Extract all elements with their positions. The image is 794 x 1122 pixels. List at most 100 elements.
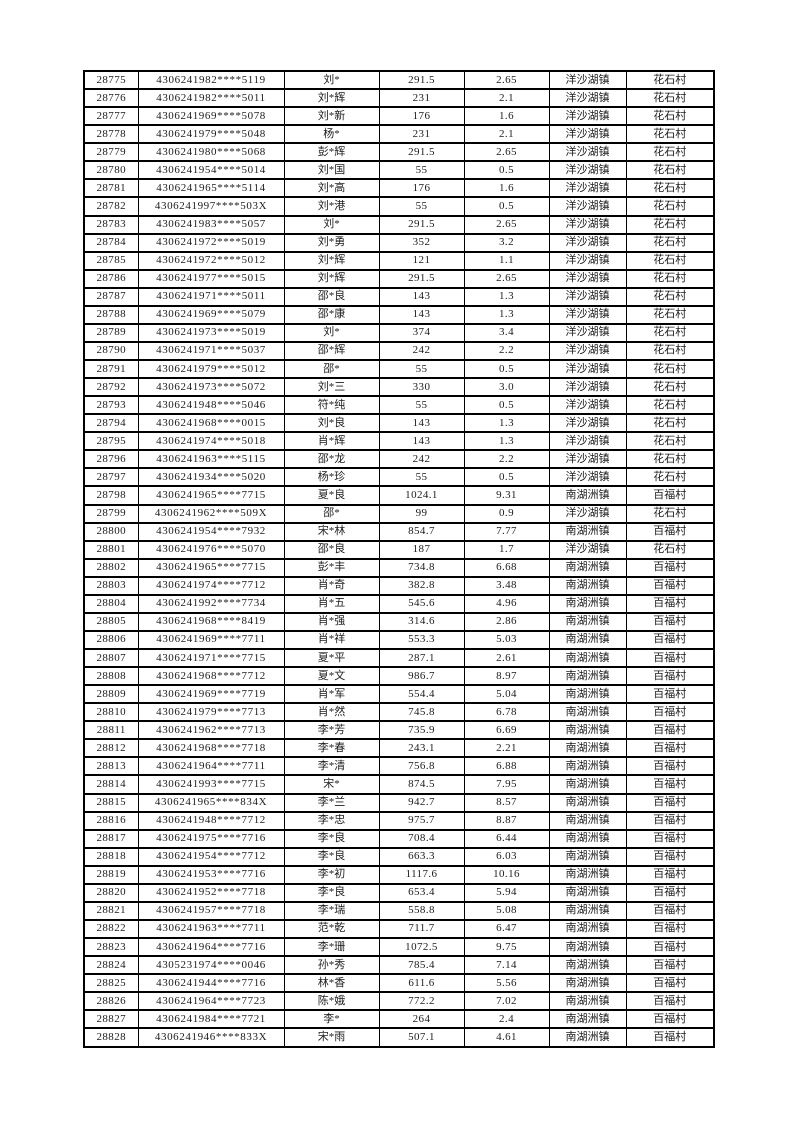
cell-town: 南湖洲镇 — [548, 792, 627, 813]
table-row: 28827 4306241984****7721 李* 264 2.4 南湖洲镇 百福村 — [83, 1009, 715, 1030]
table-row: 28822 4306241963****7711 范*乾 711.7 6.47 南湖洲镇百… — [83, 918, 715, 940]
cell-town: 南湖洲镇 — [548, 973, 627, 994]
cell-village: 百福村 — [625, 521, 715, 542]
cell-seq: 28787 — [83, 286, 139, 307]
table-row: 28788 4306241969****5079 邵*康 143 1.3 洋沙湖镇 花石村 — [83, 304, 715, 325]
cell-area: 2.65 — [463, 214, 550, 235]
cell-seq: 28820 — [83, 882, 139, 903]
cell-id: 4306241954****5014 — [137, 160, 285, 181]
cell-village: 百福村 — [625, 647, 715, 669]
cell-name: 李*珊 — [283, 936, 380, 958]
cell-seq: 28790 — [83, 340, 139, 362]
cell-amount: 291.5 — [378, 69, 465, 91]
cell-amount: 187 — [378, 539, 465, 560]
table-row: 28792 4306241973****5072 刘*三 330 3.0 洋沙湖镇 花石村 — [83, 377, 715, 398]
table-row: 28813 4306241964****7711 李*清 756.8 6.88 南湖洲镇百… — [83, 756, 715, 777]
table-body: 28775 4306241982****5119 刘* 291.5 2.65 洋沙湖镇 花石… — [83, 69, 715, 1048]
cell-id: 4306241944****7716 — [137, 973, 285, 994]
cell-amount: 55 — [378, 160, 465, 181]
cell-area: 2.1 — [463, 88, 550, 109]
cell-amount: 55 — [378, 395, 465, 416]
cell-id: 4306241968****7718 — [137, 738, 285, 759]
cell-id: 4306241969****5079 — [137, 304, 285, 325]
cell-village: 百福村 — [625, 738, 715, 759]
cell-amount: 772.2 — [378, 991, 465, 1012]
cell-seq: 28797 — [83, 467, 139, 488]
cell-area: 8.87 — [463, 810, 550, 831]
cell-amount: 242 — [378, 449, 465, 470]
cell-id: 4306241969****7719 — [137, 684, 285, 705]
cell-amount: 735.9 — [378, 720, 465, 741]
cell-village: 百福村 — [625, 955, 715, 976]
cell-town: 南湖洲镇 — [548, 738, 627, 759]
cell-id: 4306241968****0015 — [137, 413, 285, 434]
cell-area: 0.5 — [463, 160, 550, 181]
cell-village: 花石村 — [625, 106, 715, 127]
cell-village: 百福村 — [625, 774, 715, 795]
cell-id: 4306241974****7712 — [137, 575, 285, 596]
cell-id: 4306241971****5037 — [137, 340, 285, 362]
table-row: 28780 4306241954****5014 刘*国 55 0.5 洋沙湖镇 花石村 — [83, 160, 715, 181]
cell-town: 洋沙湖镇 — [548, 178, 627, 199]
cell-seq: 28786 — [83, 268, 139, 289]
cell-seq: 28776 — [83, 88, 139, 109]
cell-town: 南湖洲镇 — [548, 611, 627, 632]
table-row: 28779 4306241980****5068 彭*辉 291.5 2.65 洋沙湖镇花… — [83, 142, 715, 163]
cell-amount: 507.1 — [378, 1027, 465, 1048]
cell-village: 花石村 — [625, 395, 715, 416]
cell-id: 4306241977****5015 — [137, 268, 285, 289]
cell-village: 百福村 — [625, 828, 715, 849]
cell-town: 洋沙湖镇 — [548, 232, 627, 253]
table-row: 28821 4306241957****7718 李*瑞 558.8 5.08 南湖洲镇百… — [83, 900, 715, 921]
cell-name: 彭*丰 — [283, 557, 380, 578]
cell-seq: 28775 — [83, 69, 139, 91]
cell-seq: 28828 — [83, 1027, 139, 1048]
cell-amount: 374 — [378, 322, 465, 343]
cell-name: 肖*强 — [283, 611, 380, 632]
cell-amount: 143 — [378, 413, 465, 434]
cell-amount: 854.7 — [378, 521, 465, 542]
cell-seq: 28801 — [83, 539, 139, 560]
cell-id: 4306241984****7721 — [137, 1009, 285, 1030]
cell-town: 南湖洲镇 — [548, 774, 627, 795]
cell-name: 李*良 — [283, 882, 380, 903]
cell-name: 邵* — [283, 503, 380, 524]
cell-id: 4306241997****503X — [137, 196, 285, 217]
cell-area: 3.4 — [463, 322, 550, 343]
table-row: 28812 4306241968****7718 李*春 243.1 2.21 南湖洲镇百… — [83, 738, 715, 759]
cell-town: 南湖洲镇 — [548, 647, 627, 669]
table-row: 28819 4306241953****7716 李*初 1117.6 10.16 南湖洲… — [83, 864, 715, 885]
cell-name: 刘* — [283, 69, 380, 91]
cell-name: 邵*龙 — [283, 449, 380, 470]
cell-name: 邵* — [283, 358, 380, 380]
cell-id: 4306241957****7718 — [137, 900, 285, 921]
cell-town: 南湖洲镇 — [548, 593, 627, 614]
cell-amount: 1117.6 — [378, 864, 465, 885]
cell-name: 彭*辉 — [283, 142, 380, 163]
cell-village: 百福村 — [625, 846, 715, 867]
cell-seq: 28814 — [83, 774, 139, 795]
cell-town: 洋沙湖镇 — [548, 88, 627, 109]
cell-name: 夏*文 — [283, 666, 380, 687]
cell-amount: 663.3 — [378, 846, 465, 867]
cell-seq: 28824 — [83, 955, 139, 976]
cell-village: 花石村 — [625, 304, 715, 325]
cell-town: 洋沙湖镇 — [548, 340, 627, 362]
cell-town: 南湖洲镇 — [548, 991, 627, 1012]
cell-village: 花石村 — [625, 250, 715, 271]
cell-amount: 176 — [378, 178, 465, 199]
cell-village: 百福村 — [625, 864, 715, 885]
cell-id: 4306241982****5011 — [137, 88, 285, 109]
cell-town: 南湖洲镇 — [548, 900, 627, 921]
cell-name: 肖*然 — [283, 702, 380, 723]
cell-area: 0.5 — [463, 196, 550, 217]
table-row: 28796 4306241963****5115 邵*龙 242 2.2 洋沙湖镇 花石村 — [83, 449, 715, 470]
table-row: 28824 4305231974****0046 孙*秀 785.4 7.14 南湖洲镇百… — [83, 955, 715, 976]
table-row: 28800 4306241954****7932 宋*林 854.7 7.77 南湖洲镇百… — [83, 521, 715, 542]
cell-amount: 55 — [378, 467, 465, 488]
cell-town: 南湖洲镇 — [548, 521, 627, 542]
beneficiary-table: 28775 4306241982****5119 刘* 291.5 2.65 洋沙湖镇 花石… — [83, 69, 715, 1048]
cell-name: 李*初 — [283, 864, 380, 885]
cell-amount: 242 — [378, 340, 465, 362]
table-row: 28802 4306241965****7715 彭*丰 734.8 6.68 南湖洲镇百… — [83, 557, 715, 578]
